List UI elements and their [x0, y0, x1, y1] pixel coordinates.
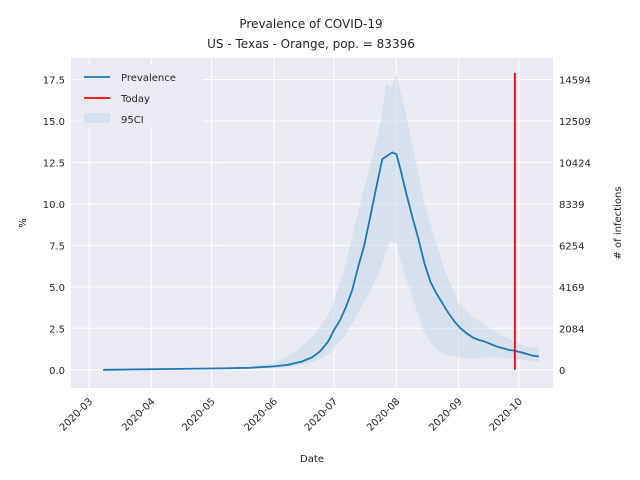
y-axis-ticks: 0.0 2.5 5.0 7.5 10.0 12.5 15.0 17.5 [43, 76, 65, 377]
x-tick-label: 2020-08 [365, 396, 402, 433]
y2-tick-label: 4169 [559, 283, 584, 294]
legend: Prevalence Today 95CI [78, 64, 204, 130]
x-axis-label: Date [300, 454, 324, 465]
chart-subtitle: US - Texas - Orange, pop. = 83396 [207, 37, 415, 51]
prevalence-line [103, 151, 540, 371]
y-tick-label: 17.5 [43, 76, 65, 87]
chart-title: Prevalence of COVID-19 [239, 17, 382, 31]
y2-axis-ticks: 0 2084 4169 6254 8339 10424 12509 14594 [559, 76, 591, 377]
x-tick-label: 2020-04 [120, 396, 157, 433]
y-tick-label: 12.5 [43, 158, 65, 169]
y2-tick-label: 8339 [559, 200, 584, 211]
y2-tick-label: 10424 [559, 158, 591, 169]
x-tick-label: 2020-10 [488, 396, 525, 433]
y-tick-label: 2.5 [49, 324, 65, 335]
y2-tick-label: 12509 [559, 117, 591, 128]
y-tick-label: 15.0 [43, 117, 65, 128]
y2-tick-label: 6254 [559, 241, 584, 252]
x-axis-ticks: 2020-03 2020-04 2020-05 2020-06 2020-07 2020-… [58, 396, 525, 433]
ci-band [249, 74, 539, 369]
y-tick-label: 10.0 [43, 200, 65, 211]
x-tick-label: 2020-09 [427, 396, 464, 433]
x-tick-label: 2020-07 [303, 396, 340, 433]
y-tick-label: 5.0 [49, 283, 65, 294]
y-axis-label: % [18, 218, 29, 228]
y2-tick-label: 0 [559, 366, 565, 377]
x-tick-label: 2020-06 [243, 396, 280, 433]
y-tick-label: 0.0 [49, 366, 65, 377]
y2-tick-label: 14594 [559, 76, 591, 87]
y2-axis-label: # of infections [613, 186, 624, 259]
y-tick-label: 7.5 [49, 241, 65, 252]
legend-label-today: Today [120, 94, 150, 105]
x-tick-label: 2020-03 [58, 396, 95, 433]
legend-label-ci: 95CI [121, 115, 144, 126]
legend-label-prevalence: Prevalence [121, 73, 176, 84]
x-tick-label: 2020-05 [180, 396, 217, 433]
legend-swatch-ci [84, 113, 110, 123]
y2-tick-label: 2084 [559, 324, 584, 335]
